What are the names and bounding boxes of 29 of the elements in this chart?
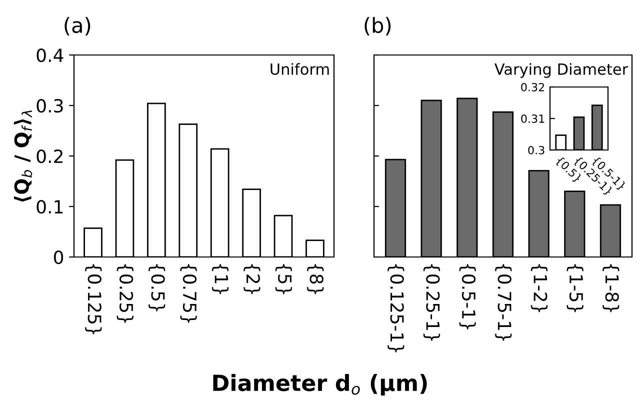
x-axis-title: Diameter d$_{o}$ (μm) xyxy=(213,374,427,396)
x-tick-label: {0.25-1} xyxy=(423,264,440,341)
y-tick-label: 0.2 xyxy=(36,149,62,164)
y-tick-label: 0.4 xyxy=(36,48,64,62)
x-tick-label: {1-5} xyxy=(566,264,584,312)
x-tick-label: {1-2} xyxy=(530,264,548,312)
x-tick-label: {0.125} xyxy=(85,264,102,334)
y-tick-label: 0.31 xyxy=(521,114,544,123)
x-tick-label: {0.25} xyxy=(116,264,134,323)
x-tick-label: {5} xyxy=(275,264,292,294)
annotation: Varying Diameter xyxy=(494,63,628,78)
y-tick-label: 0.1 xyxy=(36,200,63,214)
annotation: Uniform xyxy=(270,63,329,75)
x-tick-label: {0.75-1} xyxy=(495,264,512,341)
y-tick-label: 0.3 xyxy=(528,146,544,154)
chart-title: (b) xyxy=(364,16,391,36)
x-tick-label: {0.125-1} xyxy=(388,264,404,352)
y-axis-title: ⟨Q$_{b}$ / Q$_{f}$⟩$_{λ}$ xyxy=(14,110,32,202)
y-tick-label: 0 xyxy=(54,250,64,264)
x-tick-label: {0.5} xyxy=(148,264,166,312)
x-tick-label: {1-8} xyxy=(602,264,620,312)
x-tick-label: {0.75} xyxy=(180,264,197,323)
x-tick-label: {1} xyxy=(212,264,229,294)
chart-title: (a) xyxy=(64,16,90,36)
y-tick-label: 0.32 xyxy=(521,82,544,92)
y-tick-label: 0.3 xyxy=(36,98,63,113)
x-tick-label: {0.5-1} xyxy=(459,264,476,330)
x-tick-label: {8} xyxy=(307,264,324,294)
x-tick-label: {2} xyxy=(244,264,260,294)
